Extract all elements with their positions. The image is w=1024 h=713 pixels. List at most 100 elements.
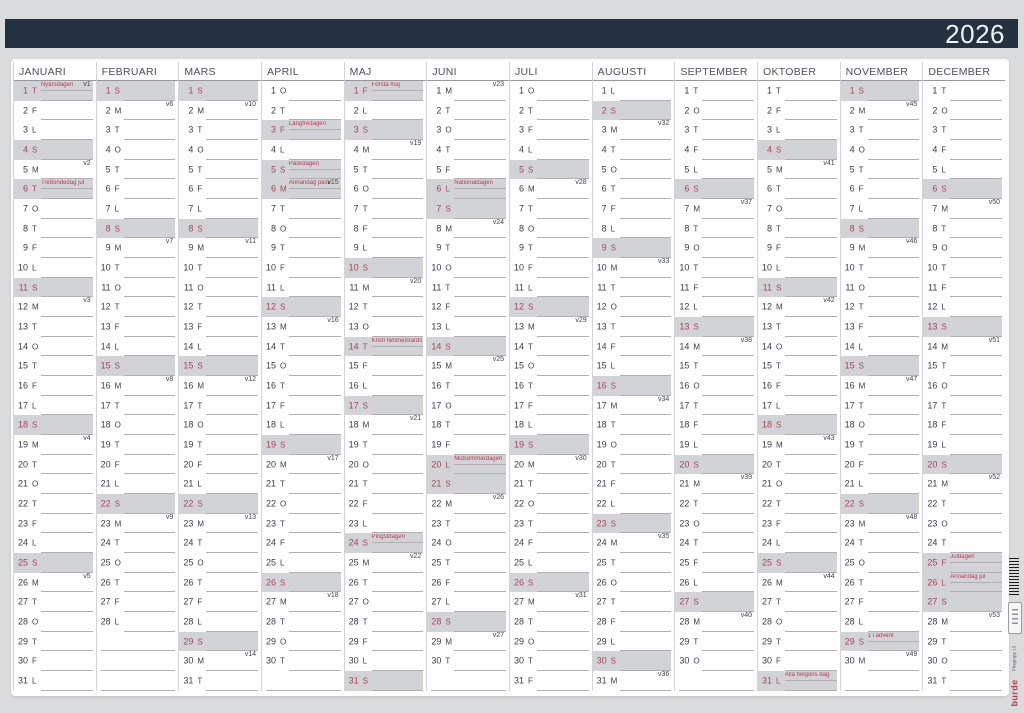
- weekday-letter: T: [693, 224, 699, 234]
- day-number: 11: [101, 282, 111, 293]
- writing-line: [206, 532, 258, 534]
- holiday-highlight: [344, 258, 424, 278]
- writing-line: [867, 394, 920, 396]
- weekday-letter: F: [197, 597, 203, 607]
- holiday-highlight: [592, 651, 672, 672]
- day-cell: 22 O: [510, 494, 592, 514]
- day-number: 31: [513, 675, 524, 686]
- day-cell: 24 L: [758, 533, 840, 554]
- writing-line: [40, 670, 93, 672]
- day-label: 30 T: [512, 656, 533, 666]
- writing-line: [123, 316, 176, 318]
- weekday-letter: T: [197, 165, 203, 175]
- day-number: 28: [17, 616, 28, 627]
- day-number: 13: [183, 321, 194, 332]
- day-number: 18: [431, 419, 442, 430]
- day-number: 12: [761, 301, 772, 312]
- weekday-letter: T: [941, 263, 947, 273]
- day-cell: 23 F: [758, 514, 840, 534]
- day-number: 5: [353, 164, 359, 175]
- weekday-letter: F: [693, 558, 699, 568]
- day-number: 10: [927, 262, 938, 273]
- day-cell: 26 L: [675, 573, 757, 593]
- day-number: 6: [353, 183, 359, 194]
- writing-line: [288, 355, 341, 357]
- day-label: 14 T: [264, 342, 285, 351]
- weekday-letter: L: [114, 617, 120, 627]
- day-cell: 14 F: [593, 337, 675, 357]
- day-number: 1: [22, 85, 28, 96]
- holiday-name: Juldagen: [950, 554, 975, 561]
- day-label: 10 F: [512, 263, 533, 272]
- writing-line: [619, 591, 672, 593]
- writing-line: [619, 689, 672, 691]
- weekday-letter: S: [114, 361, 120, 371]
- writing-line: [454, 335, 506, 337]
- day-label: 19 T: [99, 440, 120, 449]
- day-cell: 18 O: [179, 415, 261, 436]
- weekday-letter: F: [32, 519, 37, 529]
- weekday-letter: T: [941, 538, 947, 548]
- day-number: 20: [265, 459, 276, 470]
- writing-line: [950, 237, 1002, 239]
- writing-line: [454, 532, 506, 534]
- day-number: 15: [761, 360, 772, 371]
- writing-line: [40, 434, 93, 436]
- day-number: 25: [17, 557, 28, 568]
- day-label: 21 T: [347, 479, 368, 489]
- day-number: 10: [183, 262, 194, 273]
- day-label: 11 S: [16, 283, 38, 292]
- day-number: 19: [17, 439, 28, 450]
- day-label: 28 L: [181, 617, 201, 626]
- day-number: 5: [849, 164, 855, 175]
- day-number: 22: [183, 498, 194, 509]
- day-label: 11 F: [677, 283, 698, 292]
- weekday-letter: F: [941, 283, 947, 293]
- day-cell: 13 F: [841, 317, 923, 337]
- writing-line: [288, 453, 341, 455]
- weekday-letter: L: [527, 145, 533, 155]
- writing-line: [950, 630, 1002, 632]
- day-number: 26: [17, 577, 28, 588]
- week-number: v43: [823, 435, 835, 443]
- weekday-letter: T: [610, 322, 616, 332]
- day-cell: 24 L: [14, 533, 96, 554]
- day-number: 17: [513, 400, 524, 411]
- writing-line: [288, 178, 341, 180]
- day-label: 14 M: [925, 342, 948, 351]
- holiday-highlight: [427, 474, 506, 495]
- weekday-letter: O: [858, 558, 865, 568]
- day-label: 13 S: [925, 322, 946, 331]
- day-label: 19 L: [677, 440, 697, 449]
- day-cell: 29 O: [510, 632, 592, 652]
- day-number: 18: [513, 419, 524, 430]
- week-number: v38: [740, 336, 752, 344]
- day-number: 28: [761, 616, 772, 627]
- weekday-letter: L: [445, 597, 450, 607]
- writing-line: [206, 178, 258, 180]
- writing-line: [784, 198, 837, 200]
- day-label: 27 T: [760, 597, 781, 607]
- weekday-letter: T: [279, 204, 285, 214]
- month-title: SEPTEMBER: [675, 62, 757, 81]
- weekday-letter: O: [114, 145, 121, 155]
- weekday-letter: T: [32, 86, 37, 96]
- day-number: 1: [188, 85, 194, 96]
- weekday-letter: F: [114, 460, 120, 470]
- day-number: 29: [513, 636, 524, 647]
- weekday-letter: T: [197, 578, 203, 588]
- day-number: 26: [183, 577, 194, 588]
